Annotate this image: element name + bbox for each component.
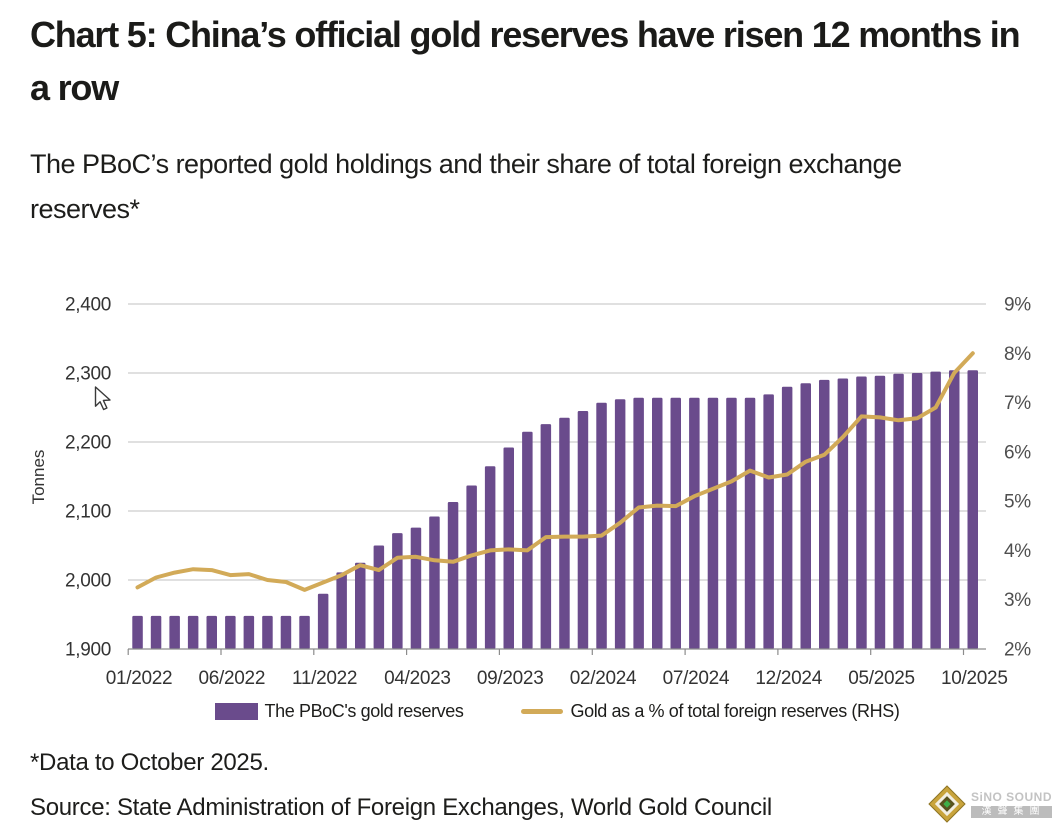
y-right-tick-label: 6% xyxy=(1004,442,1031,463)
legend-item-gold-reserves: The PBoC's gold reserves xyxy=(214,701,464,722)
bar-10/2022 xyxy=(299,615,310,649)
bar-10/2024 xyxy=(744,397,756,649)
logo-chinese-text: 漢聲集團 xyxy=(970,805,1052,818)
logo-brand-text: SiNO SOUND xyxy=(970,789,1052,804)
legend-label-gold-reserves: The PBoC's gold reserves xyxy=(264,701,464,721)
bar-06/2023 xyxy=(447,502,459,649)
source-line: Source: State Administration of Foreign … xyxy=(30,794,772,821)
bar-10/2023 xyxy=(522,431,533,649)
bar-01/2022 xyxy=(132,615,143,649)
mouse-cursor-icon xyxy=(94,386,111,411)
x-tick-label: 04/2023 xyxy=(384,668,451,689)
bar-02/2024 xyxy=(596,402,607,649)
share-line xyxy=(135,351,975,592)
x-tick-label: 10/2025 xyxy=(941,668,1008,689)
y-left-tick-label: 2,000 xyxy=(65,571,111,592)
bar-04/2023 xyxy=(410,527,422,649)
bar-09/2025 xyxy=(949,370,960,649)
y-right-tick-label: 8% xyxy=(1004,344,1031,365)
bar-12/2023 xyxy=(559,417,570,649)
bar-01/2023 xyxy=(355,562,366,650)
x-tick-label: 11/2022 xyxy=(292,668,357,689)
line-series-swatch xyxy=(521,709,564,714)
bar-02/2025 xyxy=(819,379,830,649)
bar-05/2023 xyxy=(429,516,440,649)
bar-02/2023 xyxy=(373,545,385,649)
bar-05/2024 xyxy=(652,397,663,649)
y-left-tick-label: 2,100 xyxy=(65,502,111,523)
y-right-tick-label: 5% xyxy=(1004,492,1031,513)
bar-04/2022 xyxy=(187,615,199,649)
x-tick-label: 06/2022 xyxy=(199,668,266,689)
legend-label-share-line: Gold as a % of total foreign reserves (R… xyxy=(570,701,900,721)
bar-07/2025 xyxy=(911,373,923,649)
footnote: *Data to October 2025. xyxy=(30,749,269,776)
x-tick-label: 12/2024 xyxy=(755,668,822,689)
x-tick-label: 02/2024 xyxy=(570,668,637,689)
bar-07/2023 xyxy=(466,485,477,649)
bar-06/2025 xyxy=(893,373,904,649)
y-left-tick-label: 2,400 xyxy=(65,295,111,316)
chart-legend: The PBoC's gold reserves Gold as a % of … xyxy=(128,701,986,722)
y-axis-title: Tonnes xyxy=(29,450,48,505)
x-tick-label: 09/2023 xyxy=(477,668,544,689)
bar-03/2023 xyxy=(392,533,403,649)
bar-11/2022 xyxy=(317,593,329,649)
sino-sound-diamond-icon xyxy=(928,785,966,823)
y-right-tick-label: 2% xyxy=(1004,640,1031,661)
sino-sound-logo: SiNO SOUND 漢聲集團 xyxy=(928,785,1052,823)
bar-09/2022 xyxy=(280,615,292,649)
y-left-tick-label: 2,200 xyxy=(65,433,111,454)
chart-title: Chart 5: China’s official gold reserves … xyxy=(30,14,1021,108)
bar-08/2025 xyxy=(930,371,941,649)
bar-01/2024 xyxy=(577,411,589,650)
bar-07/2022 xyxy=(243,615,255,649)
bar-03/2022 xyxy=(169,615,180,649)
y-right-tick-label: 7% xyxy=(1004,393,1031,414)
legend-item-share-line: Gold as a % of total foreign reserves (R… xyxy=(521,701,900,722)
bar-04/2024 xyxy=(633,397,644,649)
bar-02/2022 xyxy=(150,615,162,649)
bar-12/2022 xyxy=(336,572,347,649)
sino-sound-wordmark: SiNO SOUND 漢聲集團 xyxy=(970,789,1052,818)
bar-series-swatch xyxy=(214,703,258,720)
bar-04/2025 xyxy=(856,376,867,650)
bar-09/2024 xyxy=(726,397,737,649)
chart-plot: 1,900 2,000 2,100 2,200 2,300 2,400 2% 3% 4% 5% 6%… xyxy=(29,295,1032,690)
y-right-tick-label: 4% xyxy=(1004,541,1031,562)
x-tick-label: 05/2025 xyxy=(848,668,915,689)
bar-06/2024 xyxy=(670,397,681,649)
bar-07/2024 xyxy=(689,397,700,649)
chart-subtitle: The PBoC’s reported gold holdings and th… xyxy=(30,149,902,224)
y-left-tick-label: 1,900 xyxy=(65,640,111,661)
bar-03/2025 xyxy=(837,378,849,649)
bar-06/2022 xyxy=(225,615,236,649)
bar-05/2025 xyxy=(874,375,886,649)
bar-11/2024 xyxy=(763,394,774,649)
bar-08/2024 xyxy=(707,397,719,649)
y-right-tick-label: 9% xyxy=(1004,295,1031,316)
x-tick-label: 07/2024 xyxy=(663,668,730,689)
y-left-tick-label: 2,300 xyxy=(65,364,111,385)
bar-08/2023 xyxy=(484,466,496,649)
x-tick-label: 01/2022 xyxy=(106,668,173,689)
bar-01/2025 xyxy=(800,383,811,649)
bar-12/2024 xyxy=(781,386,793,649)
bar-05/2022 xyxy=(206,615,217,649)
y-right-tick-label: 3% xyxy=(1004,590,1031,611)
bar-10/2025 xyxy=(967,370,978,649)
bar-08/2022 xyxy=(262,615,273,649)
